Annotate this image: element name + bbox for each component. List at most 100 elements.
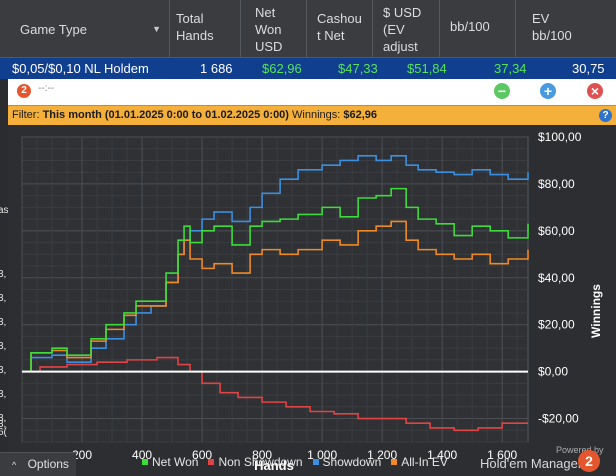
column-usd-ev-line2: (EV	[383, 22, 405, 37]
column-cashout-net[interactable]: Cashou t Net	[307, 0, 373, 58]
cell-net-won: $62,96	[262, 61, 302, 76]
cell-game: $0,05/$0,10 NL Holdem	[12, 61, 149, 76]
caret-up-icon: ^	[12, 460, 17, 470]
stub-text: 3,	[0, 365, 7, 376]
column-total-hands[interactable]: Total Hands	[170, 0, 241, 58]
y-tick-label: $40,00	[538, 271, 575, 285]
x-tick-label: 400	[132, 448, 152, 462]
legend-item-showdown[interactable]: Showdown	[312, 455, 382, 469]
cell-hands: 1 686	[200, 61, 233, 76]
dropdown-arrow-icon[interactable]: ▼	[152, 23, 161, 34]
filter-bar: Filter: This month (01.01.2025 0:00 to 0…	[8, 105, 616, 125]
column-usd-ev-line1: $ USD	[383, 5, 422, 20]
column-net-won-line1: Net	[255, 5, 276, 20]
x-tick-label: 1 600	[487, 448, 517, 462]
winnings-chart: $100,00 $80,00 $60,00 $40,00 $20,00 $0,00 -$20…	[8, 125, 616, 476]
legend-label: Net Won	[152, 455, 199, 469]
legend-item-non-showdown[interactable]: Non Showdown	[208, 455, 303, 469]
chart-legend: Net Won Non Showdown Showdown All-In EV	[142, 455, 448, 469]
y-tick-labels: $100,00 $80,00 $60,00 $40,00 $20,00 $0,00 -$20…	[538, 130, 582, 426]
stub-text: 3,	[0, 419, 7, 430]
graph-toolbar: 2 --:-- − + ×	[8, 79, 616, 105]
y-axis-label: Winnings	[589, 284, 603, 338]
hm2-logo-icon: 2	[17, 84, 31, 98]
stub-text: 6(	[0, 427, 7, 438]
legend-swatch	[208, 459, 215, 465]
options-label: Options	[27, 457, 69, 471]
cell-ev-bb100: 30,75	[572, 61, 605, 76]
x-tick-label: 1 000	[307, 448, 337, 462]
y-tick-label: $0,00	[538, 365, 568, 379]
options-button[interactable]: ^ Options	[0, 452, 76, 476]
stub-text: 3,	[0, 413, 7, 424]
column-ev-bb100[interactable]: EV bb/100	[516, 0, 596, 58]
series-line-net-won	[22, 187, 529, 373]
chart-grid	[21, 136, 529, 443]
toolbar-placeholder: --:--	[38, 83, 55, 94]
x-tick-label: 200	[72, 448, 92, 462]
legend-label: All-In EV	[401, 455, 448, 469]
chart-svg: $100,00 $80,00 $60,00 $40,00 $20,00 $0,00 -$20…	[21, 130, 603, 473]
brand-logo: Powered by Hold'em Manager 2	[480, 445, 616, 476]
x-tick-label: 1 200	[367, 448, 397, 462]
x-tick-label: 600	[192, 448, 212, 462]
series-line-showdown	[22, 154, 529, 373]
legend-label: Non Showdown	[218, 455, 303, 469]
legend-item-net-won[interactable]: Net Won	[142, 455, 198, 469]
y-tick-label: $60,00	[538, 224, 575, 238]
table-row[interactable]: $0,05/$0,10 NL Holdem 1 686 $62,96 $47,3…	[0, 58, 616, 79]
background-table-stub: as 3, 3, 3, 3, 3, 3, 3, 3, 6(	[0, 79, 9, 476]
legend-label: Showdown	[322, 455, 382, 469]
graph-window: 2 --:-- − + × Filter: This month (01.01.…	[8, 79, 616, 476]
stub-text: 3,	[0, 293, 7, 304]
y-tick-label: $20,00	[538, 318, 575, 332]
filter-range: This month (01.01.2025 0:00 to 01.02.202…	[42, 109, 289, 121]
column-net-won-line3: USD	[255, 39, 283, 54]
zoom-in-button[interactable]: +	[540, 83, 556, 99]
cell-cashout: $47,33	[338, 61, 378, 76]
close-button[interactable]: ×	[587, 83, 603, 99]
hm2-badge-icon: 2	[578, 450, 600, 472]
y-tick-label: $80,00	[538, 177, 575, 191]
chart-series	[22, 154, 529, 432]
column-usd-ev[interactable]: $ USD (EV adjust	[373, 0, 440, 58]
column-net-won[interactable]: Net Won USD	[241, 0, 307, 58]
brand-name: Hold'em Manager	[480, 456, 583, 471]
column-game-type-label: Game Type	[20, 21, 87, 37]
x-tick-labels: 200 400 600 800 1 000 1 200 1 400 1 600	[72, 448, 518, 462]
column-bb100-label: bb/100	[450, 19, 490, 34]
column-usd-ev-line3: adjust	[383, 39, 418, 54]
column-game-type[interactable]: Game Type ▼	[0, 0, 170, 58]
help-icon[interactable]: ?	[599, 109, 612, 122]
legend-swatch	[312, 459, 319, 465]
powered-by-label: Powered by	[556, 445, 604, 455]
y-tick-label: -$20,00	[538, 412, 579, 426]
y-tick-label: $100,00	[538, 130, 582, 144]
stub-text: 3,	[0, 341, 7, 352]
filter-prefix: Filter:	[12, 109, 40, 121]
column-cashout-line1: Cashou	[317, 11, 362, 26]
x-tick-label: 1 400	[427, 448, 457, 462]
legend-item-all-in-ev[interactable]: All-In EV	[391, 455, 448, 469]
column-bb100[interactable]: bb/100	[440, 0, 516, 58]
series-line-all-in-ev	[22, 220, 529, 373]
legend-swatch	[391, 459, 398, 465]
stats-table-header: Game Type ▼ Total Hands Net Won USD Cash…	[0, 0, 616, 58]
x-axis-label: Hands	[254, 458, 294, 473]
legend-swatch	[142, 459, 148, 465]
column-cashout-line2: t Net	[317, 28, 345, 43]
column-ev-bb100-line1: EV	[532, 11, 550, 26]
stub-text: 3,	[0, 269, 7, 280]
x-tick-label: 800	[252, 448, 272, 462]
zoom-out-button[interactable]: −	[494, 83, 510, 99]
stub-text: 3,	[0, 389, 7, 400]
column-ev-bb100-line2: bb/100	[532, 28, 572, 43]
column-total-hands-line1: Total	[176, 11, 204, 26]
cell-usd-ev: $51,84	[407, 61, 447, 76]
filter-winnings-value: $62,96	[343, 109, 378, 121]
filter-winnings-label: Winnings:	[292, 109, 341, 121]
stub-text: as	[0, 205, 9, 216]
series-line-non-showdown	[22, 356, 528, 432]
cell-bb100: 37,34	[494, 61, 527, 76]
